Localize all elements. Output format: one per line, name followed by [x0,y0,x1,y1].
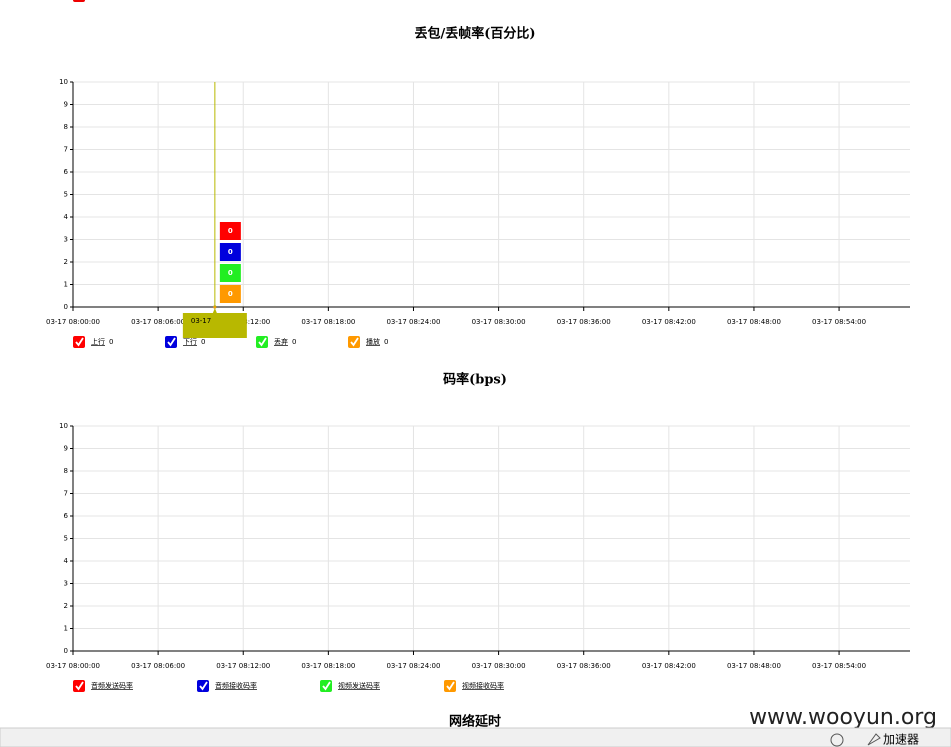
legend-value: 0 [109,338,113,346]
x-tick-label: 03-17 08:30:00 [472,662,526,670]
x-tick-label: 03-17 08:54:00 [812,318,866,326]
y-tick-label: 6 [64,512,69,520]
legend-checkbox[interactable] [73,680,85,692]
tooltip-date-box [182,308,247,338]
x-tick-label: 03-17 08:00:00 [46,662,100,670]
y-tick-label: 10 [59,78,68,86]
y-tick-label: 3 [64,580,68,588]
y-tick-label: 0 [64,647,68,655]
legend-checkbox[interactable] [197,680,209,692]
legend-check [199,681,208,691]
y-tick-label: 6 [64,168,69,176]
tooltip-value: 0 [228,269,233,277]
y-tick-label: 2 [64,258,68,266]
legend-label[interactable]: 音频发送码率 [91,681,133,690]
x-tick-label: 03-17 08:36:00 [557,662,611,670]
tooltip-value: 0 [228,227,233,235]
tooltip-date: 03-17 [191,317,211,325]
tooltip-box [219,285,241,303]
legend-label[interactable]: 视频接收码率 [462,681,504,690]
y-tick-label: 9 [64,445,68,453]
x-tick-label: 03-17 08:12:00 [216,662,270,670]
x-tick-label: 03-17 08:00:00 [46,318,100,326]
x-tick-label: 03-17 08:06:00 [131,662,185,670]
legend-checkbox[interactable] [444,680,456,692]
legend-label[interactable]: 视频发送码率 [338,681,380,690]
legend-value: 0 [292,338,296,346]
y-tick-label: 10 [59,422,68,430]
y-tick-label: 1 [64,625,68,633]
x-tick-label: 03-17 08:18:00 [301,318,355,326]
accelerator-icon[interactable] [867,733,881,746]
legend-check [167,337,176,347]
chart-title: 丢包/丢帧率(百分比) [414,26,535,42]
legend-check [322,681,331,691]
x-tick-label: 03-17 08:48:00 [727,318,781,326]
legend-label[interactable]: 下行 [183,337,197,346]
next-chart-title: 网络延时 [449,714,501,730]
accelerator-button[interactable]: 加速器 [883,733,919,747]
x-tick-label: 03-17 08:48:00 [727,662,781,670]
legend-checkbox[interactable] [165,336,177,348]
y-tick-label: 3 [64,236,68,244]
y-tick-label: 5 [64,191,68,199]
y-tick-label: 5 [64,535,68,543]
legend-checkbox[interactable] [320,680,332,692]
x-tick-label: 03-17 08:24:00 [386,318,440,326]
legend-check [258,337,267,347]
y-tick-label: 9 [64,101,68,109]
y-tick-label: 8 [64,123,68,131]
legend-label[interactable]: 播放 [366,337,380,346]
y-tick-label: 0 [64,303,68,311]
legend-label[interactable]: 音频接收码率 [215,681,257,690]
tooltip-box [219,243,241,261]
legend-check [75,681,84,691]
y-tick-label: 7 [64,490,68,498]
x-tick-label: 03-17 08:24:00 [386,662,440,670]
tooltip-box [219,222,241,240]
watermark: www.wooyun.org [749,705,937,730]
icon[interactable] [830,733,844,747]
legend-label[interactable]: 上行 [91,337,105,346]
legend-check [350,337,359,347]
status-bar [0,727,951,747]
legend-label[interactable]: 丢弃 [274,337,288,346]
clipped-legend-icon [73,0,85,2]
x-tick-label: 03-17 08:36:00 [557,318,611,326]
tooltip-box [219,264,241,282]
x-tick-label: 03-17 08:42:00 [642,662,696,670]
y-tick-label: 7 [64,146,68,154]
y-tick-label: 2 [64,602,68,610]
legend-checkbox[interactable] [73,336,85,348]
x-tick-label: 03-17 08:30:00 [472,318,526,326]
x-tick-label: 03-17 08:06:00 [131,318,185,326]
x-tick-label: 03-17 08:42:00 [642,318,696,326]
x-tick-label: 03-17 08:18:00 [301,662,355,670]
legend-value: 0 [384,338,388,346]
y-tick-label: 1 [64,281,68,289]
legend-value: 0 [201,338,205,346]
tooltip-value: 0 [228,248,233,256]
chart-title: 码率(bps) [443,372,507,388]
legend-check [446,681,455,691]
legend-checkbox[interactable] [348,336,360,348]
y-tick-label: 4 [64,557,69,565]
legend-check [75,337,84,347]
tooltip-value: 0 [228,290,233,298]
x-tick-label: 03-17 08:54:00 [812,662,866,670]
y-tick-label: 8 [64,467,68,475]
y-tick-label: 4 [64,213,69,221]
legend-checkbox[interactable] [256,336,268,348]
